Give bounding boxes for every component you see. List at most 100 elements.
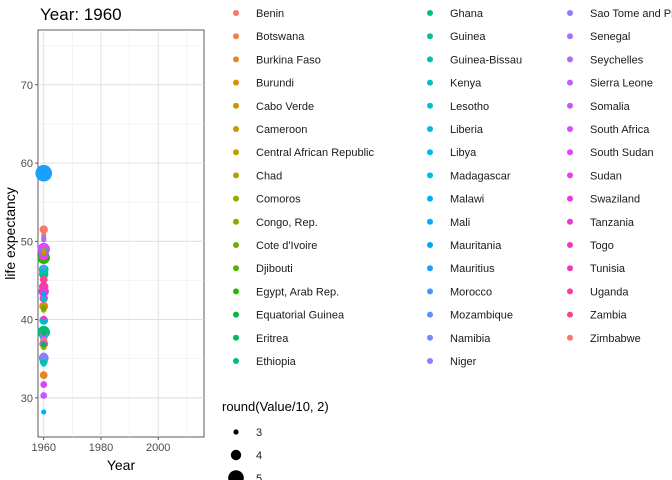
legend-key	[233, 195, 239, 202]
legend-key	[233, 311, 239, 318]
legend-label: South Africa	[590, 124, 650, 136]
legend-key	[427, 334, 433, 341]
legend-key	[567, 334, 573, 341]
legend-key	[567, 33, 573, 40]
legend-label: Chad	[256, 170, 282, 182]
legend-label: Djibouti	[256, 263, 293, 275]
y-tick-label: 70	[21, 80, 33, 92]
legend-label: Liberia	[450, 124, 484, 136]
legend-label: Burundi	[256, 78, 294, 90]
data-point	[35, 164, 53, 182]
legend-label: Tunisia	[590, 263, 626, 275]
legend-label: Mozambique	[450, 310, 513, 322]
legend-key	[567, 195, 573, 202]
y-tick-label: 30	[21, 393, 33, 405]
y-axis-ticks: 30 40 50 60 70	[21, 80, 38, 405]
size-legend: 3 4 5	[228, 427, 262, 480]
legend-label: Mali	[450, 217, 470, 229]
legend-key	[233, 102, 239, 109]
legend-key	[427, 126, 433, 132]
data-point	[41, 285, 47, 291]
legend-label: Cabo Verde	[256, 101, 314, 113]
legend-key	[567, 10, 573, 16]
legend-label: Swaziland	[590, 194, 640, 206]
legend-label: Senegal	[590, 31, 630, 43]
legend-key	[233, 288, 239, 295]
legend-key	[427, 10, 433, 16]
legend-key	[233, 358, 239, 364]
y-tick-label: 40	[21, 315, 33, 327]
legend-key	[233, 218, 239, 225]
data-point	[40, 296, 47, 303]
size-legend-label: 3	[256, 427, 262, 439]
legend-label: Tanzania	[590, 217, 635, 229]
data-point	[41, 342, 47, 348]
legend-label: Namibia	[450, 333, 491, 345]
legend-key	[427, 56, 433, 63]
legend-key	[233, 33, 239, 40]
data-point	[41, 237, 47, 243]
legend-label: Egypt, Arab Rep.	[256, 286, 339, 298]
y-tick-label: 50	[21, 236, 33, 248]
x-tick-label: 1960	[31, 442, 55, 454]
x-tick-label: 1980	[89, 442, 113, 454]
x-tick-label: 2000	[146, 442, 170, 454]
legend-key	[233, 172, 239, 179]
legend-label: Sudan	[590, 170, 622, 182]
legend-key	[567, 242, 573, 248]
legend-key	[233, 242, 239, 248]
legend-label: Eritrea	[256, 333, 289, 345]
legend-key	[233, 334, 239, 341]
y-axis-title: life expectancy	[2, 187, 18, 280]
legend-label: Niger	[450, 356, 477, 368]
legend-label: Benin	[256, 8, 284, 20]
data-point	[41, 361, 47, 367]
legend-label: Ghana	[450, 8, 484, 20]
legend-key	[567, 149, 573, 156]
legend-key	[567, 218, 573, 225]
data-point	[40, 329, 47, 337]
legend-label: Guinea-Bissau	[450, 54, 522, 66]
data-point	[39, 352, 48, 361]
data-point	[41, 248, 47, 254]
legend-key	[233, 265, 239, 272]
legend-key	[427, 358, 433, 364]
legend-key	[233, 126, 239, 132]
legend-key	[567, 126, 573, 132]
data-point	[39, 371, 48, 380]
legend-label: South Sudan	[590, 147, 654, 159]
legend-label: Malawi	[450, 194, 484, 206]
legend-key	[233, 149, 239, 156]
legend-key	[567, 102, 573, 109]
size-legend-key	[230, 449, 242, 461]
data-point	[41, 319, 47, 325]
data-point	[39, 275, 48, 284]
size-legend-label: 4	[256, 450, 262, 462]
legend-key	[567, 172, 573, 179]
data-point	[41, 305, 47, 311]
legend-label: Equatorial Guinea	[256, 310, 345, 322]
legend-key	[567, 79, 573, 86]
data-point	[41, 291, 47, 297]
legend-key	[427, 288, 433, 295]
legend-label: Seychelles	[590, 54, 644, 66]
y-tick-label: 60	[21, 158, 33, 170]
legend-label: Cameroon	[256, 124, 307, 136]
chart-title: Year: 1960	[40, 5, 122, 24]
legend-key	[233, 79, 239, 86]
x-axis-title: Year	[107, 457, 136, 473]
legend-label: Madagascar	[450, 170, 511, 182]
legend-key	[567, 265, 573, 272]
data-point	[41, 409, 47, 415]
size-legend-label: 5	[256, 473, 262, 480]
legend-key	[427, 195, 433, 202]
data-point	[39, 225, 48, 234]
legend-label: Sao Tome and Principe	[590, 8, 672, 20]
size-legend-title: round(Value/10, 2)	[222, 399, 329, 414]
legend-label: Zimbabwe	[590, 333, 641, 345]
legend-key	[427, 102, 433, 109]
legend-key	[427, 218, 433, 225]
legend-label: Burkina Faso	[256, 54, 321, 66]
legend-label: Congo, Rep.	[256, 217, 318, 229]
